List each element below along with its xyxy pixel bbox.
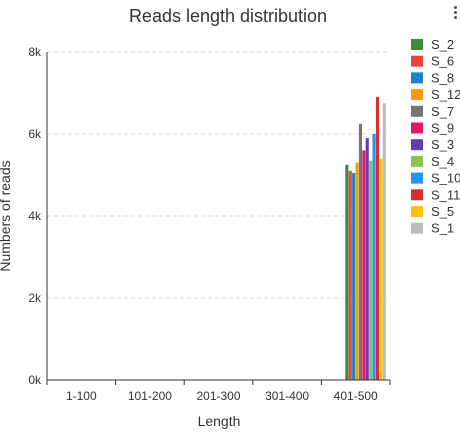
bar[interactable]: [355, 162, 359, 380]
x-tick-label: 101-200: [128, 389, 172, 403]
chart-menu-button[interactable]: [448, 2, 460, 20]
legend-label: S_3: [431, 137, 454, 152]
legend-item[interactable]: S_7: [411, 104, 454, 119]
y-tick-label: 0k: [28, 373, 42, 387]
bar[interactable]: [379, 158, 383, 380]
legend-swatch: [411, 189, 423, 201]
legend-swatch: [411, 139, 423, 151]
x-tick-label: 1-100: [66, 389, 97, 403]
legend-swatch: [411, 155, 423, 167]
bar[interactable]: [352, 172, 356, 380]
bars: [345, 97, 386, 380]
bar[interactable]: [375, 97, 379, 380]
x-tick-label: 301-400: [265, 389, 309, 403]
legend-swatch: [411, 172, 423, 184]
y-tick-label: 8k: [28, 45, 42, 59]
legend-item[interactable]: S_2: [411, 37, 454, 52]
y-axis-label: Numbers of reads: [0, 160, 13, 271]
legend-label: S_5: [431, 204, 454, 219]
legend-swatch: [411, 222, 423, 234]
legend-item[interactable]: S_8: [411, 70, 454, 85]
y-tick-label: 4k: [28, 209, 42, 223]
legend-swatch: [411, 206, 423, 217]
legend-item[interactable]: S_12: [411, 87, 460, 102]
x-axis-ticks: 1-100 101-200 201-300 301-400 401-500: [46, 380, 391, 403]
legend-label: S_6: [431, 54, 454, 69]
bar[interactable]: [369, 160, 373, 380]
kebab-menu-icon-dot: [454, 11, 457, 14]
y-tick-label: 6k: [28, 127, 42, 141]
x-tick-label: 401-500: [334, 389, 378, 403]
legend-item[interactable]: S_1: [411, 221, 454, 236]
grid-lines: [47, 51, 390, 299]
x-tick-label: 201-300: [196, 389, 240, 403]
legend-swatch: [411, 122, 423, 134]
legend-label: S_11: [431, 187, 460, 202]
legend-swatch: [411, 55, 423, 67]
legend-swatch: [411, 72, 423, 84]
legend-label: S_7: [431, 104, 454, 119]
legend-label: S_8: [431, 70, 454, 85]
kebab-menu-icon-dot: [454, 16, 457, 19]
legend-swatch: [411, 105, 423, 117]
legend-item[interactable]: S_5: [411, 204, 454, 219]
bar[interactable]: [348, 170, 352, 380]
legend-item[interactable]: S_10: [411, 171, 460, 186]
bar[interactable]: [382, 103, 386, 380]
legend-item[interactable]: S_11: [411, 187, 460, 202]
legend: S_2 S_6S_8 S_12 S_7 S_9S_3 S_4 S_10S_11 S_5 S_1: [411, 37, 460, 236]
x-axis-label: Length: [198, 413, 241, 429]
chart-title: Reads length distribution: [128, 6, 328, 26]
legend-label: S_1: [431, 221, 454, 236]
legend-label: S_4: [431, 154, 454, 169]
y-tick-label: 2k: [28, 291, 42, 305]
legend-label: S_9: [431, 121, 454, 136]
y-axis-ticks: 0k 2k 4k 6k 8k: [28, 45, 42, 387]
legend-swatch: [411, 39, 423, 50]
axes: [46, 52, 390, 381]
legend-label: S_2: [431, 37, 454, 52]
bar[interactable]: [362, 150, 366, 380]
legend-label: S_10: [431, 171, 460, 186]
legend-item[interactable]: S_6: [411, 54, 454, 69]
kebab-menu-icon: [454, 6, 457, 9]
bar[interactable]: [358, 123, 362, 380]
legend-swatch: [411, 89, 423, 101]
bar[interactable]: [372, 134, 376, 380]
legend-label: S_12: [431, 87, 460, 102]
legend-item[interactable]: S_9: [411, 121, 454, 136]
legend-item[interactable]: S_3: [411, 137, 454, 152]
legend-item[interactable]: S_4: [411, 154, 454, 169]
bar[interactable]: [365, 138, 369, 380]
bar[interactable]: [345, 164, 349, 380]
